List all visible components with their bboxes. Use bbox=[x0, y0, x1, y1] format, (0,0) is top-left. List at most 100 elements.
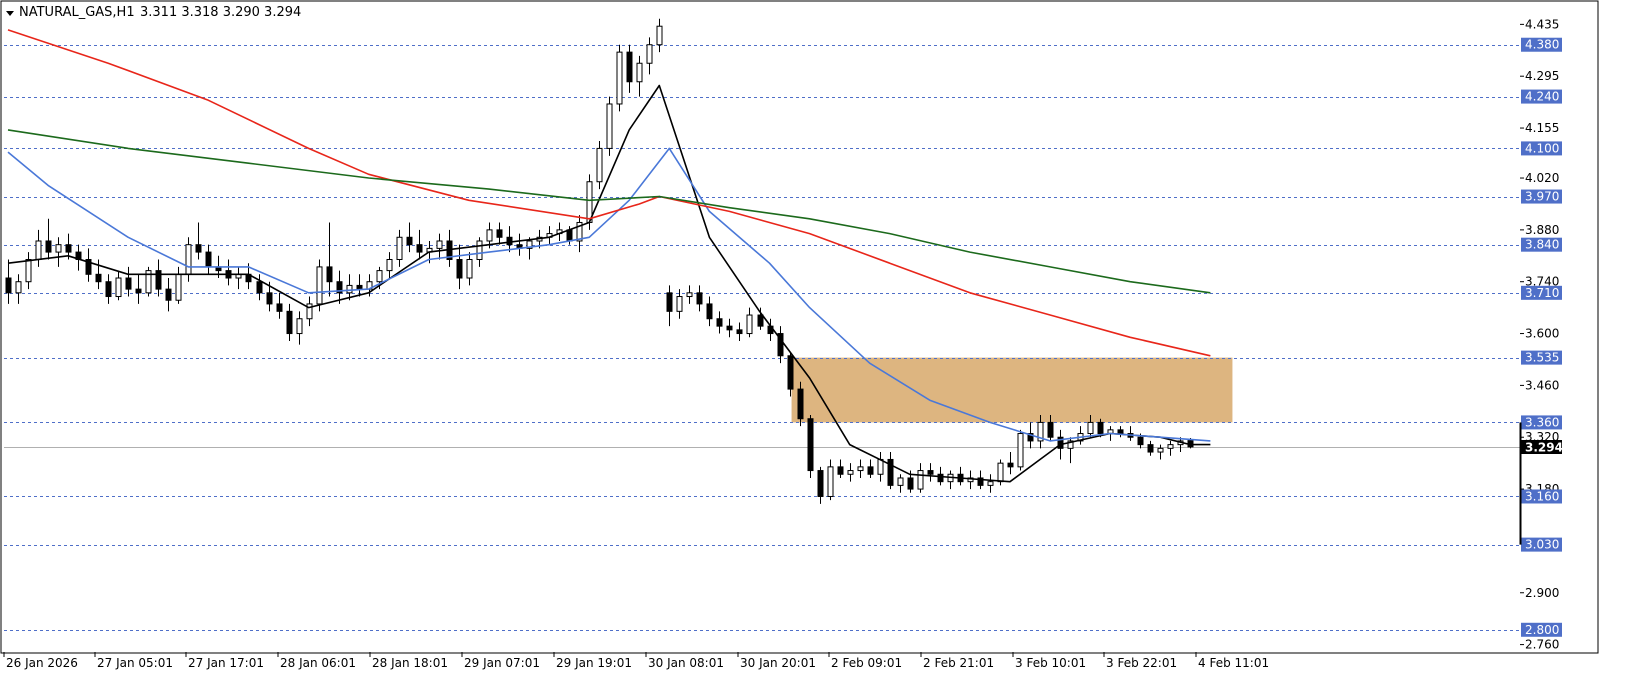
candle-body-bull bbox=[486, 229, 493, 242]
candle bbox=[596, 141, 603, 190]
x-axis: 26 Jan 2026 27 Jan 05:01 27 Jan 17:01 28 Ja… bbox=[3, 652, 1269, 670]
level-price-label: 2.800 bbox=[1525, 623, 1559, 637]
menu-triangle-icon[interactable] bbox=[6, 11, 14, 16]
supply-zone bbox=[791, 357, 1233, 423]
candle-body-bull bbox=[476, 240, 483, 260]
candle-body-bull bbox=[877, 458, 884, 475]
candle-body-bear bbox=[496, 229, 503, 238]
candle-body-bear bbox=[165, 288, 172, 301]
candle-body-bull bbox=[145, 270, 152, 294]
candle bbox=[165, 278, 172, 312]
candle-body-bear bbox=[817, 470, 824, 497]
candle-body-bear bbox=[506, 236, 513, 246]
candle-body-bear bbox=[937, 473, 944, 483]
candle bbox=[897, 474, 904, 493]
y-tick-label: 4.435 bbox=[1525, 17, 1559, 31]
candle bbox=[777, 326, 784, 364]
candle-body-bull bbox=[897, 477, 904, 486]
candle bbox=[857, 459, 864, 478]
x-tick-label: 4 Feb 11:01 bbox=[1198, 656, 1269, 670]
candle-body-bull bbox=[376, 270, 383, 283]
candle-body-bull bbox=[386, 258, 393, 272]
y-tick-label: 4.295 bbox=[1525, 69, 1559, 83]
level-price-tag bbox=[1521, 489, 1562, 504]
candle bbox=[276, 292, 283, 319]
candle bbox=[636, 55, 643, 97]
candle bbox=[827, 459, 834, 501]
candle-body-bear bbox=[566, 229, 573, 242]
level-price-label: 4.240 bbox=[1525, 90, 1559, 104]
candle-body-bull bbox=[306, 303, 313, 320]
candle bbox=[817, 466, 824, 504]
candle bbox=[656, 18, 663, 53]
candle bbox=[15, 274, 22, 304]
candle bbox=[746, 307, 753, 338]
candle-body-bear bbox=[907, 477, 914, 490]
candle-body-bear bbox=[456, 258, 463, 279]
candle-body-bear bbox=[195, 244, 202, 253]
candle-body-bull bbox=[596, 147, 603, 183]
candle-body-bear bbox=[706, 303, 713, 320]
levels-layer bbox=[4, 45, 1520, 631]
candle bbox=[316, 259, 323, 312]
candle-body-bear bbox=[626, 51, 633, 83]
x-tick-label: 28 Jan 06:01 bbox=[280, 656, 356, 670]
moving-average-line bbox=[7, 129, 1211, 294]
candle-body-bear bbox=[1027, 433, 1034, 442]
candle bbox=[696, 285, 703, 312]
candle bbox=[987, 474, 994, 493]
y-tick-label: 2.900 bbox=[1525, 586, 1559, 600]
candle bbox=[466, 252, 473, 286]
candle bbox=[25, 252, 32, 290]
candle bbox=[616, 44, 623, 112]
x-tick-label: 3 Feb 10:01 bbox=[1015, 656, 1086, 670]
candle-body-bear bbox=[787, 355, 794, 390]
chart-symbol: NATURAL_GAS,H1 bbox=[19, 5, 135, 20]
moving-average-line bbox=[7, 29, 1211, 357]
candle bbox=[1157, 444, 1164, 460]
candle bbox=[917, 463, 924, 493]
candle bbox=[406, 222, 413, 253]
candle-body-bull bbox=[55, 244, 62, 253]
candle bbox=[286, 303, 293, 341]
candle bbox=[576, 215, 583, 253]
candle-body-bear bbox=[867, 466, 874, 475]
candle-body-bear bbox=[406, 236, 413, 246]
x-tick-label: 28 Jan 18:01 bbox=[372, 656, 448, 670]
candle bbox=[55, 237, 62, 267]
candle-body-bear bbox=[757, 314, 764, 327]
candle-body-bull bbox=[656, 25, 663, 46]
x-tick-label: 29 Jan 19:01 bbox=[556, 656, 632, 670]
level-price-label: 4.100 bbox=[1525, 141, 1559, 155]
candle bbox=[626, 44, 633, 93]
candle-body-bear bbox=[95, 273, 102, 283]
candle bbox=[797, 381, 804, 427]
candle bbox=[195, 222, 202, 260]
candle bbox=[807, 415, 814, 478]
y-tick-label: 3.740 bbox=[1525, 275, 1559, 289]
candle-body-bear bbox=[65, 244, 72, 253]
candle-body-bull bbox=[686, 292, 693, 298]
candle-body-bull bbox=[1167, 444, 1174, 449]
candle bbox=[927, 463, 934, 482]
x-tick-label: 30 Jan 08:01 bbox=[648, 656, 724, 670]
candle-body-bull bbox=[526, 240, 533, 249]
x-tick-label: 29 Jan 07:01 bbox=[464, 656, 540, 670]
level-price-tag bbox=[1521, 285, 1562, 300]
candle-body-bear bbox=[326, 266, 333, 283]
candle bbox=[1167, 440, 1174, 456]
candle bbox=[306, 296, 313, 327]
candle-body-bear bbox=[1137, 436, 1144, 446]
zone-layer bbox=[791, 357, 1233, 423]
level-price-tag bbox=[1521, 415, 1562, 430]
candle-body-bear bbox=[696, 292, 703, 305]
candle bbox=[145, 266, 152, 297]
candle-body-bull bbox=[987, 481, 994, 486]
candle bbox=[686, 285, 693, 304]
y-tick-label: 4.020 bbox=[1525, 171, 1559, 185]
y-axis: 4.435 4.295 4.155 4.020 3.880 3.740 3.600 3.460… bbox=[1519, 17, 1563, 652]
candle-body-bull bbox=[185, 244, 192, 275]
candle-body-bear bbox=[1097, 421, 1104, 435]
level-price-label: 3.360 bbox=[1525, 415, 1559, 429]
